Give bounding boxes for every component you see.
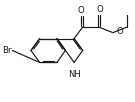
Text: NH: NH bbox=[68, 70, 81, 79]
Text: Br: Br bbox=[2, 46, 12, 55]
Text: O: O bbox=[96, 5, 103, 14]
Text: O: O bbox=[116, 27, 123, 36]
Text: O: O bbox=[77, 6, 84, 15]
